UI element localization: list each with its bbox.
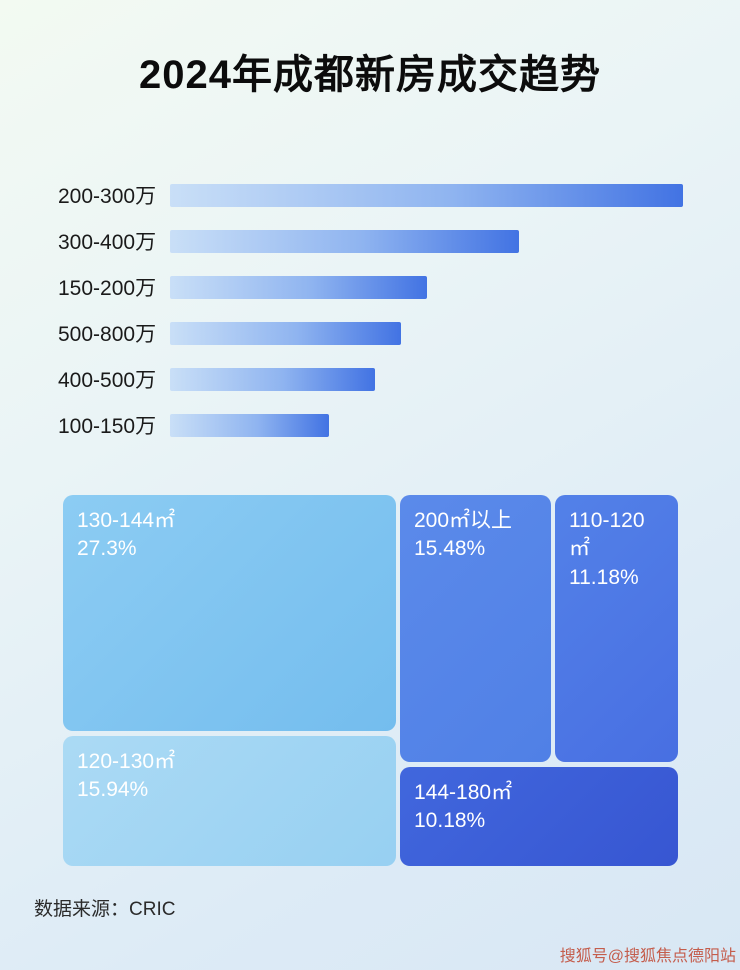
- bar-track: [170, 321, 683, 345]
- bar: [170, 275, 427, 299]
- price-band-bar-chart: 200-300万 300-400万 150-200万 500-800万 400-…: [58, 183, 683, 459]
- bar: [170, 413, 330, 437]
- area-size-treemap: 130-144㎡ 27.3% 200㎡以上 15.48% 110-120㎡ 11…: [63, 495, 678, 866]
- page-title: 2024年成都新房成交趋势: [139, 53, 601, 97]
- bar-category-label: 200-300万: [58, 185, 157, 208]
- bar-track: [170, 275, 683, 299]
- bar: [170, 229, 519, 253]
- block-percent: 15.94%: [77, 778, 149, 802]
- bar: [170, 367, 376, 391]
- block-label: 130-144㎡: [77, 509, 176, 532]
- block-label: 110-120㎡: [569, 509, 645, 561]
- bar-row: 100-150万: [58, 413, 683, 438]
- bar-row: 150-200万: [58, 275, 683, 300]
- bar-category-label: 300-400万: [58, 231, 157, 254]
- bar-category-label: 100-150万: [58, 415, 157, 438]
- bar-category-label: 150-200万: [58, 277, 157, 300]
- bar-track: [170, 367, 683, 391]
- block-label: 200㎡以上: [414, 509, 513, 532]
- treemap-block-110-120: 110-120㎡ 11.18%: [555, 495, 678, 762]
- block-percent: 27.3%: [77, 537, 137, 561]
- bar-row: 400-500万: [58, 367, 683, 392]
- bar-row: 200-300万: [58, 183, 683, 208]
- bar-track: [170, 183, 683, 207]
- block-percent: 15.48%: [414, 537, 486, 561]
- block-label: 144-180㎡: [414, 781, 513, 804]
- bar-category-label: 500-800万: [58, 323, 157, 346]
- data-source-label: 数据来源：CRIC: [34, 899, 176, 920]
- treemap-block-144-180: 144-180㎡ 10.18%: [400, 767, 678, 866]
- bar: [170, 183, 683, 207]
- block-percent: 10.18%: [414, 809, 486, 833]
- treemap-block-130-144: 130-144㎡ 27.3%: [63, 495, 396, 731]
- bar: [170, 321, 401, 345]
- bar-row: 500-800万: [58, 321, 683, 346]
- bar-track: [170, 229, 683, 253]
- bar-row: 300-400万: [58, 229, 683, 254]
- block-percent: 11.18%: [569, 565, 639, 589]
- treemap-block-200-plus: 200㎡以上 15.48%: [400, 495, 551, 762]
- treemap-block-120-130: 120-130㎡ 15.94%: [63, 736, 396, 866]
- block-label: 120-130㎡: [77, 750, 176, 773]
- watermark-text: 搜狐号@搜狐焦点德阳站: [559, 948, 736, 965]
- bar-category-label: 400-500万: [58, 369, 157, 392]
- bar-track: [170, 413, 683, 437]
